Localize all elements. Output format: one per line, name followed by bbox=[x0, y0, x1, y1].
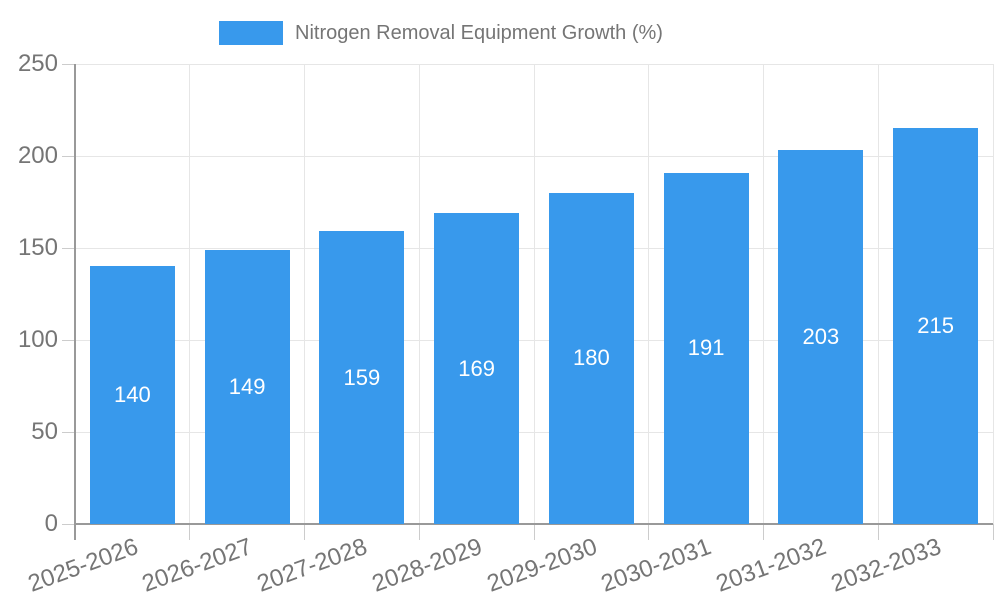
legend-label: Nitrogen Removal Equipment Growth (%) bbox=[295, 21, 663, 44]
bar[interactable]: 203 bbox=[778, 150, 864, 524]
bar[interactable]: 140 bbox=[89, 266, 175, 524]
x-tick-mark bbox=[189, 524, 191, 540]
x-tick-mark bbox=[877, 524, 879, 540]
bar[interactable]: 169 bbox=[434, 213, 520, 524]
x-tick-mark bbox=[648, 524, 650, 540]
bar-value-label: 191 bbox=[687, 335, 725, 361]
bar-value-label: 140 bbox=[114, 382, 151, 408]
x-tick-label: 2028-2029 bbox=[368, 533, 486, 598]
gridline-vertical bbox=[992, 64, 994, 524]
x-tick-label: 2030-2031 bbox=[597, 533, 716, 598]
x-tick-label: 2025-2026 bbox=[24, 533, 142, 598]
x-tick-mark bbox=[763, 524, 764, 540]
gridline-vertical bbox=[533, 64, 535, 524]
y-tick-label: 50 bbox=[31, 418, 58, 445]
x-tick-label: 2032-2033 bbox=[827, 533, 945, 598]
y-tick-mark bbox=[62, 339, 75, 341]
x-tick-label: 2031-2032 bbox=[712, 533, 830, 598]
y-tick-label: 200 bbox=[17, 142, 58, 169]
bar[interactable]: 215 bbox=[893, 128, 979, 524]
bar-value-label: 169 bbox=[458, 355, 495, 381]
legend-swatch[interactable] bbox=[219, 21, 283, 45]
gridline-vertical bbox=[877, 64, 879, 524]
gridline-vertical bbox=[189, 64, 191, 524]
y-axis-line bbox=[74, 64, 76, 540]
x-tick-label: 2029-2030 bbox=[483, 533, 601, 598]
x-tick-label: 2026-2027 bbox=[138, 533, 257, 598]
bar-value-label: 180 bbox=[573, 345, 610, 371]
y-tick-label: 150 bbox=[17, 234, 58, 261]
bar-value-label: 149 bbox=[228, 373, 266, 399]
x-tick-mark bbox=[304, 524, 305, 540]
bar[interactable]: 149 bbox=[204, 249, 290, 524]
x-tick-mark bbox=[533, 524, 535, 540]
y-tick-mark bbox=[62, 63, 75, 65]
y-tick-label: 0 bbox=[44, 510, 58, 537]
y-tick-label: 100 bbox=[17, 326, 58, 353]
bar[interactable]: 191 bbox=[663, 172, 749, 524]
x-tick-mark bbox=[418, 524, 420, 540]
gridline-vertical bbox=[304, 64, 305, 524]
y-tick-label: 250 bbox=[17, 50, 58, 77]
bar[interactable]: 159 bbox=[319, 231, 405, 524]
y-tick-mark bbox=[62, 523, 75, 525]
x-tick-mark bbox=[992, 524, 994, 540]
gridline-vertical bbox=[763, 64, 764, 524]
gridline-vertical bbox=[648, 64, 650, 524]
y-tick-mark bbox=[62, 247, 75, 249]
legend[interactable]: Nitrogen Removal Equipment Growth (%) bbox=[219, 19, 663, 47]
gridline-vertical bbox=[418, 64, 420, 524]
bar-value-label: 215 bbox=[917, 313, 954, 339]
bar-value-label: 159 bbox=[343, 364, 381, 390]
x-tick-label: 2027-2028 bbox=[253, 533, 371, 598]
bar-value-label: 203 bbox=[802, 324, 840, 350]
bar[interactable]: 180 bbox=[548, 192, 634, 524]
y-tick-mark bbox=[62, 431, 75, 433]
y-tick-mark bbox=[62, 155, 75, 157]
x-axis-line bbox=[75, 523, 993, 525]
